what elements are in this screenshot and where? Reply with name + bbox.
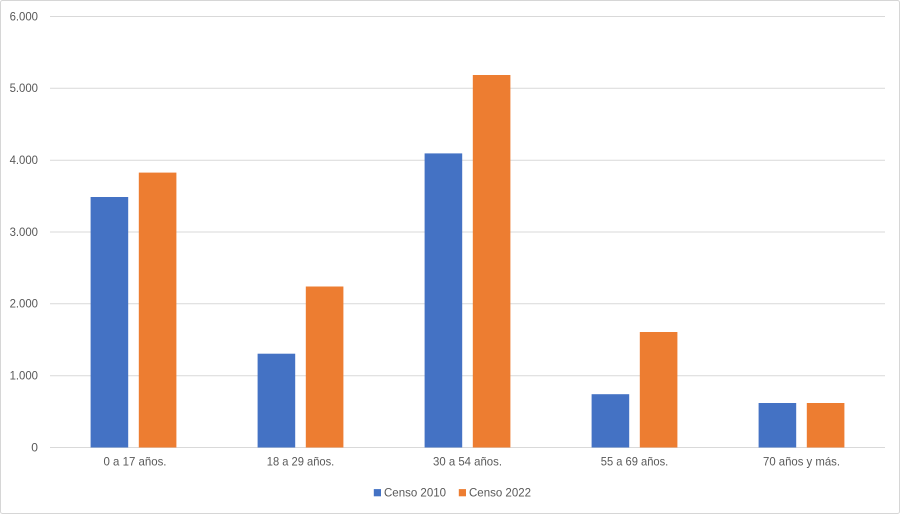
- svg-text:55 a 69 años.: 55 a 69 años.: [601, 455, 669, 469]
- svg-text:30 a 54 años.: 30 a 54 años.: [433, 455, 502, 469]
- svg-text:5.000: 5.000: [10, 81, 39, 95]
- svg-text:1.000: 1.000: [10, 369, 39, 383]
- svg-text:18 a 29 años.: 18 a 29 años.: [267, 455, 335, 469]
- svg-text:6.000: 6.000: [10, 9, 39, 23]
- svg-text:0: 0: [31, 440, 38, 454]
- svg-text:Censo 2022: Censo 2022: [469, 485, 531, 499]
- svg-text:0 a 17 años.: 0 a 17 años.: [104, 455, 167, 469]
- svg-text:4.000: 4.000: [10, 153, 39, 167]
- svg-text:3.000: 3.000: [10, 225, 39, 239]
- svg-text:Censo 2010: Censo 2010: [384, 485, 446, 499]
- svg-text:70 años y más.: 70 años y más.: [763, 455, 840, 469]
- svg-text:2.000: 2.000: [10, 297, 39, 311]
